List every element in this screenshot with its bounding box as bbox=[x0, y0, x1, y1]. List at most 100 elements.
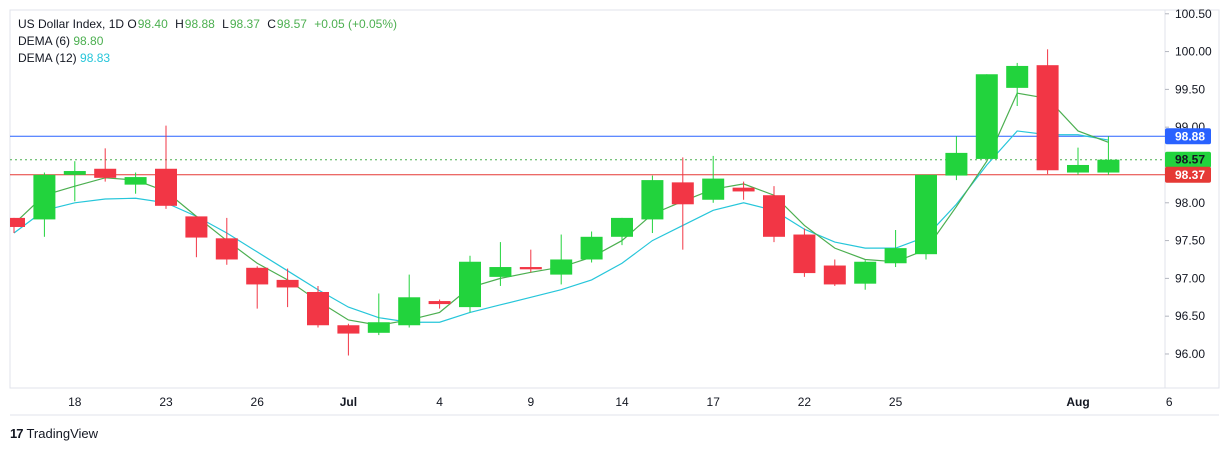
candle-body bbox=[367, 322, 390, 333]
legend-dema12-label: DEMA (12) bbox=[18, 51, 77, 65]
x-tick-label: Jul bbox=[340, 395, 357, 409]
x-tick-label: 22 bbox=[798, 395, 812, 409]
candle-body bbox=[854, 261, 877, 284]
candle bbox=[671, 157, 694, 250]
candle bbox=[215, 217, 238, 265]
candle bbox=[975, 74, 998, 159]
legend-dema12-row[interactable]: DEMA (12) 98.83 bbox=[18, 50, 397, 67]
candle bbox=[428, 299, 451, 309]
y-tick-label: 96.50 bbox=[1175, 309, 1205, 323]
candle bbox=[945, 136, 968, 181]
candle-body bbox=[1067, 164, 1089, 173]
candle bbox=[1097, 136, 1120, 175]
legend-open-value: 98.40 bbox=[137, 17, 168, 31]
legend-dema6-label: DEMA (6) bbox=[18, 34, 71, 48]
candle bbox=[732, 181, 755, 200]
x-tick-label: 23 bbox=[159, 395, 173, 409]
candle bbox=[276, 268, 299, 308]
candle-body bbox=[459, 261, 481, 308]
candle bbox=[550, 234, 573, 285]
y-tick-label: 99.50 bbox=[1175, 82, 1205, 96]
legend-dema12-value: 98.83 bbox=[80, 51, 111, 65]
x-tick-label: 9 bbox=[527, 395, 534, 409]
candle-body bbox=[550, 259, 573, 275]
candle bbox=[884, 229, 907, 268]
y-tick-label: 100.00 bbox=[1175, 45, 1212, 59]
candle-body bbox=[732, 187, 755, 192]
legend-low-value: 98.37 bbox=[229, 17, 260, 31]
candle-body bbox=[763, 195, 785, 237]
y-tick-label: 97.50 bbox=[1175, 234, 1205, 248]
candle bbox=[489, 242, 512, 286]
price-axis bbox=[1164, 9, 1220, 389]
candle-body bbox=[519, 267, 542, 270]
legend-dema6-row[interactable]: DEMA (6) 98.80 bbox=[18, 33, 397, 50]
tradingview-logo-icon: 17 bbox=[10, 426, 24, 441]
x-tick-label: 25 bbox=[889, 395, 903, 409]
candle bbox=[1067, 147, 1089, 175]
legend-change: +0.05 (+0.05%) bbox=[314, 17, 397, 31]
candle-body bbox=[975, 74, 998, 159]
x-tick-label: 17 bbox=[707, 395, 721, 409]
candle-body bbox=[10, 217, 25, 227]
candle bbox=[823, 259, 846, 286]
candle-body bbox=[580, 236, 603, 260]
candle-body bbox=[641, 180, 664, 220]
legend-high-value: 98.88 bbox=[184, 17, 215, 31]
candle-body bbox=[1036, 65, 1059, 171]
price-label-bg-close bbox=[1165, 151, 1211, 168]
candle-body bbox=[246, 267, 269, 285]
candle bbox=[10, 217, 25, 234]
candle bbox=[246, 266, 269, 309]
candle-body bbox=[702, 178, 725, 200]
candle-body bbox=[63, 171, 86, 175]
candle bbox=[611, 217, 633, 246]
candle-body bbox=[489, 267, 512, 277]
candle-body bbox=[276, 279, 299, 288]
candle bbox=[33, 172, 56, 237]
legend-open-label: O bbox=[127, 17, 137, 31]
candle bbox=[459, 255, 481, 313]
x-tick-label: 6 bbox=[1166, 395, 1173, 409]
candle bbox=[124, 172, 147, 194]
candle bbox=[580, 231, 603, 263]
candle-body bbox=[124, 177, 147, 185]
candle bbox=[155, 125, 177, 209]
candle-body bbox=[337, 325, 360, 334]
price-label-close: 98.57 bbox=[1175, 153, 1205, 167]
candle-body bbox=[1006, 65, 1029, 88]
candle bbox=[185, 216, 208, 258]
candle-body bbox=[307, 291, 329, 326]
legend-symbol: US Dollar Index, 1D bbox=[18, 17, 125, 31]
legend-close-label: C bbox=[267, 17, 276, 31]
tradingview-brand[interactable]: 17 TradingView bbox=[10, 426, 98, 441]
x-tick-label: 18 bbox=[68, 395, 82, 409]
candle bbox=[915, 174, 937, 260]
y-tick-label: 100.50 bbox=[1175, 7, 1212, 21]
candle bbox=[337, 323, 360, 356]
candle bbox=[94, 148, 117, 182]
legend-low-label: L bbox=[222, 17, 229, 31]
candle-body bbox=[671, 182, 694, 205]
candle-body bbox=[793, 234, 816, 274]
candle-body bbox=[94, 168, 117, 178]
candle-body bbox=[398, 297, 421, 326]
candle-body bbox=[945, 152, 968, 176]
candle bbox=[1036, 49, 1059, 175]
candle-body bbox=[823, 265, 846, 285]
candle-body bbox=[185, 216, 208, 238]
candle-body bbox=[1097, 159, 1120, 173]
candle-body bbox=[155, 168, 177, 206]
candle bbox=[367, 293, 390, 336]
price-label-bg-low bbox=[1165, 166, 1211, 183]
chart-legend: US Dollar Index, 1D O98.40 H98.88 L98.37… bbox=[18, 16, 397, 67]
candle bbox=[702, 155, 725, 203]
price-label-low: 98.37 bbox=[1175, 168, 1205, 182]
legend-high-label: H bbox=[175, 17, 184, 31]
legend-dema6-value: 98.80 bbox=[73, 34, 104, 48]
plot-area bbox=[9, 9, 1166, 389]
x-tick-label: 14 bbox=[615, 395, 629, 409]
x-tick-label: 4 bbox=[436, 395, 443, 409]
y-tick-label: 96.00 bbox=[1175, 347, 1205, 361]
